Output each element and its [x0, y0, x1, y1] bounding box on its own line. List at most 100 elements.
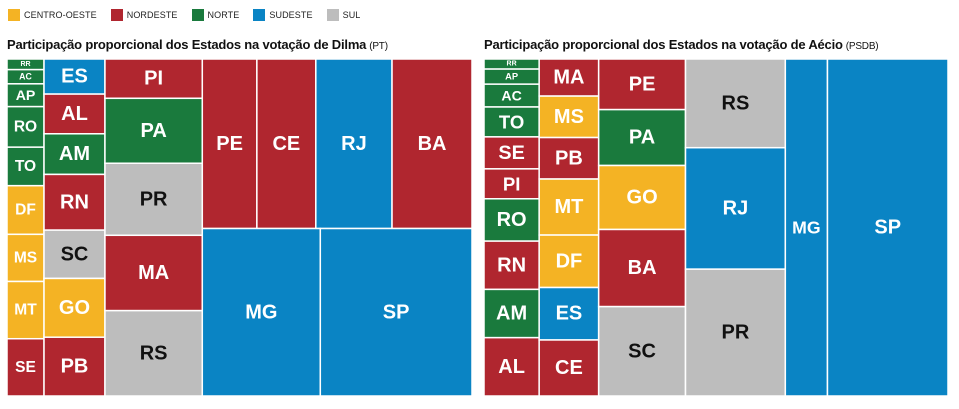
treemap-rect-se — [484, 136, 540, 170]
treemap-cell-pb: PB — [538, 136, 600, 180]
treemap-rect-pe — [597, 59, 687, 111]
treemap-rect-am — [484, 288, 540, 339]
treemap-label-ce: CE — [272, 133, 300, 155]
treemap-rect-rj — [684, 146, 787, 270]
treemap-cell-ac: AC — [7, 68, 45, 85]
treemap-label-ap: AP — [505, 72, 518, 82]
treemap-cell-mt: MT — [7, 280, 45, 340]
treemap-cell-es: ES — [538, 286, 600, 341]
legend-swatch-nordeste — [110, 9, 123, 21]
treemap-label-sp: SP — [874, 217, 901, 239]
legend-swatch-norte — [191, 9, 204, 21]
treemap-cell-sp: SP — [319, 227, 472, 396]
treemap-label-go: GO — [59, 297, 90, 319]
treemap-cell-al: AL — [484, 336, 540, 396]
chart-title-dilma: Participação proporcional dos Estados na… — [7, 37, 388, 52]
treemap-cell-pe: PE — [597, 59, 687, 111]
treemap-aecio-svg: RR AP AC TO SE PI RO RN AM AL MA MS PB MT DF ES CE PE PA GO… — [484, 59, 948, 396]
treemap-label-es: ES — [556, 303, 583, 325]
treemap-label-pa: PA — [629, 127, 655, 149]
treemap-label-pr: PR — [140, 188, 168, 210]
treemap-cell-ap: AP — [7, 83, 45, 108]
treemap-label-pe: PE — [629, 73, 656, 95]
treemap-label-ap: AP — [16, 87, 36, 103]
treemap-rect-al — [43, 93, 106, 135]
legend-item-sul: SUL — [326, 9, 361, 21]
legend: CENTRO-OESTE NORDESTE NORTE SUDESTE SUL — [8, 7, 374, 23]
treemap-label-to: TO — [15, 158, 36, 175]
treemap-cell-pa: PA — [104, 97, 204, 164]
legend-label-nordeste: NORDESTE — [126, 10, 178, 20]
treemap-label-rj: RJ — [341, 133, 367, 155]
legend-swatch-centro-oeste — [8, 9, 20, 21]
treemap-label-sp: SP — [383, 301, 410, 323]
treemap-dilma: Participação proporcional dos Estados na… — [7, 37, 472, 397]
treemap-label-rn: RN — [497, 254, 526, 276]
treemap-cell-ms: MS — [538, 95, 600, 139]
treemap-label-mg: MG — [792, 218, 821, 238]
treemap-rect-sc — [597, 305, 687, 396]
treemap-dilma-plot: RR AC AP RO TO DF MS MT SE ES AL AM RN SC GO PB PI PA PR MA… — [7, 59, 472, 396]
legend-label-sul: SUL — [342, 10, 361, 20]
treemap-rect-sp — [319, 227, 472, 396]
treemap-rect-to — [484, 106, 540, 138]
treemap-cell-es: ES — [43, 59, 106, 95]
chart-title-aecio-text: Participação proporcional dos Estados na… — [484, 37, 843, 52]
treemap-cell-ms: MS — [7, 233, 45, 283]
legend-label-norte: NORTE — [207, 10, 240, 20]
treemap-label-ro: RO — [14, 118, 37, 135]
legend-item-norte: NORTE — [191, 9, 240, 21]
treemap-cell-ro: RO — [7, 105, 45, 148]
treemap-cell-pr: PR — [684, 268, 787, 396]
treemap-label-go: GO — [627, 186, 658, 208]
treemap-rect-go — [43, 277, 106, 338]
treemap-cell-se: SE — [7, 337, 45, 396]
treemap-rect-sp — [826, 59, 948, 396]
treemap-label-al: AL — [61, 103, 88, 125]
treemap-cell-pb: PB — [43, 336, 106, 396]
legend-item-sudeste: SUDESTE — [253, 9, 312, 21]
treemap-rect-rn — [484, 240, 540, 291]
treemap-rect-df — [538, 234, 600, 289]
treemap-cell-pa: PA — [597, 108, 687, 167]
treemap-rect-rs — [684, 59, 787, 149]
treemap-label-ac: AC — [19, 72, 32, 82]
treemap-label-se: SE — [15, 359, 36, 376]
treemap-cell-ba: BA — [597, 228, 687, 308]
legend-item-nordeste: NORDESTE — [110, 9, 178, 21]
treemap-cell-pi: PI — [484, 168, 540, 200]
treemap-cell-rn: RN — [484, 240, 540, 291]
treemap-label-ba: BA — [628, 257, 657, 279]
treemap-cell-ce: CE — [538, 339, 600, 396]
treemap-cell-ce: CE — [256, 59, 317, 230]
treemap-label-al: AL — [498, 356, 525, 378]
treemap-label-mt: MT — [14, 302, 37, 319]
treemap-cell-to: TO — [484, 106, 540, 138]
treemap-cell-to: TO — [7, 146, 45, 187]
treemap-cell-rj: RJ — [315, 59, 393, 230]
treemap-label-df: DF — [15, 202, 36, 219]
treemap-rect-al — [484, 336, 540, 396]
treemap-cell-ro: RO — [484, 198, 540, 242]
treemap-label-rr: RR — [20, 61, 30, 68]
treemap-cell-df: DF — [538, 234, 600, 289]
treemap-label-am: AM — [59, 143, 90, 165]
legend-item-centro-oeste: CENTRO-OESTE — [8, 9, 97, 21]
chart-title-dilma-text: Participação proporcional dos Estados na… — [7, 37, 367, 52]
treemap-cell-ac: AC — [484, 83, 540, 108]
treemap-label-pa: PA — [140, 120, 166, 142]
chart-title-dilma-party: (PT) — [369, 41, 388, 52]
treemap-label-es: ES — [61, 66, 88, 88]
treemap-label-ma: MA — [553, 67, 584, 89]
legend-swatch-sul — [326, 9, 339, 21]
treemap-label-ce: CE — [555, 357, 583, 379]
treemap-cell-mg: MG — [201, 227, 322, 396]
treemap-cell-rn: RN — [43, 173, 106, 231]
treemap-cell-se: SE — [484, 136, 540, 170]
treemap-label-pb: PB — [61, 356, 89, 378]
treemap-cell-sp: SP — [826, 59, 948, 396]
treemap-rect-pr — [684, 268, 787, 396]
treemap-rect-go — [597, 164, 687, 231]
treemap-cell-ap: AP — [484, 68, 540, 85]
treemap-cell-mg: MG — [784, 59, 829, 396]
